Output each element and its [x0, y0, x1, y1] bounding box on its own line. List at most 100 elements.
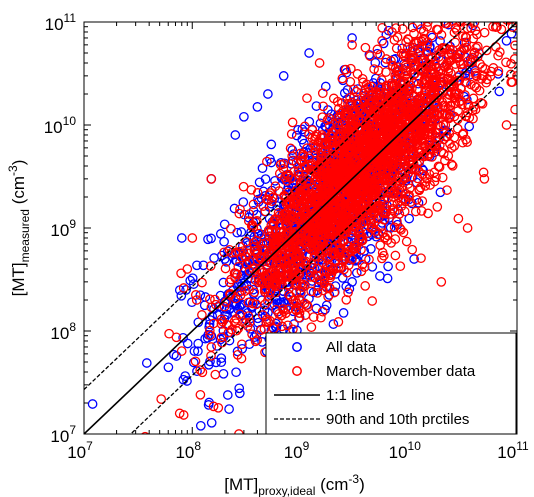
data-point	[316, 133, 327, 143]
data-point	[247, 329, 257, 340]
data-point	[208, 401, 219, 412]
data-point	[323, 226, 334, 237]
data-point	[300, 280, 310, 291]
data-point	[527, 8, 534, 16]
data-point	[217, 316, 228, 327]
data-point	[278, 209, 289, 220]
data-point	[379, 159, 390, 170]
data-point	[383, 107, 394, 117]
data-point	[443, 63, 454, 74]
data-point	[299, 121, 310, 132]
data-point	[181, 285, 191, 295]
data-point	[435, 36, 445, 46]
data-point	[382, 230, 393, 241]
data-point	[234, 246, 245, 257]
data-point	[466, 23, 476, 33]
data-point	[252, 216, 262, 226]
data-point	[231, 318, 241, 329]
data-point	[300, 162, 311, 173]
data-point	[192, 260, 202, 271]
data-point	[257, 265, 267, 276]
data-point	[226, 223, 236, 234]
data-point	[510, 40, 517, 51]
data-point	[387, 27, 397, 37]
data-point	[235, 309, 245, 320]
data-point	[400, 65, 411, 76]
data-point	[342, 249, 353, 259]
data-point	[248, 199, 259, 210]
data-point	[404, 213, 415, 224]
data-point	[222, 390, 233, 400]
data-point	[430, 128, 441, 138]
data-point	[289, 198, 300, 209]
axes-layer: 107 108 109 1010 1011 107 108 109 1010 1011 [MT]pr…	[6, 11, 529, 497]
data-point	[362, 123, 372, 134]
data-point	[190, 356, 201, 367]
data-point	[317, 88, 328, 99]
data-point	[401, 236, 412, 247]
data-point	[367, 112, 378, 123]
data-point	[219, 236, 229, 247]
data-point	[252, 249, 262, 259]
data-point	[187, 273, 198, 284]
data-point	[237, 339, 247, 350]
data-point	[448, 0, 456, 8]
data-point	[332, 178, 343, 189]
data-point	[501, 35, 512, 46]
data-point	[345, 76, 356, 87]
data-point	[182, 338, 193, 349]
data-point	[348, 114, 359, 124]
data-point	[363, 119, 373, 130]
data-point	[461, 111, 472, 121]
data-point	[454, 70, 465, 81]
data-point	[386, 56, 396, 66]
data-point	[401, 37, 411, 47]
data-point	[343, 209, 354, 219]
data-point	[284, 242, 295, 253]
data-point	[414, 99, 425, 110]
data-point	[289, 319, 299, 329]
data-point	[377, 36, 387, 46]
data-point	[381, 67, 391, 77]
data-point	[391, 43, 402, 54]
data-point	[418, 26, 429, 37]
data-point	[351, 215, 362, 226]
data-point	[379, 233, 390, 243]
data-point	[176, 346, 187, 356]
data-point	[266, 139, 277, 150]
data-point	[330, 255, 341, 266]
data-point	[257, 276, 268, 287]
data-point	[427, 67, 438, 77]
data-point	[446, 159, 457, 170]
data-point	[454, 0, 462, 8]
data-point	[306, 286, 317, 297]
data-point	[362, 187, 373, 198]
data-point	[234, 383, 245, 394]
data-point	[450, 23, 461, 33]
data-point	[304, 48, 314, 58]
data-point	[512, 9, 520, 17]
data-point	[190, 290, 201, 300]
data-point	[235, 290, 246, 301]
data-point	[478, 167, 489, 178]
data-point	[163, 362, 174, 373]
data-point	[306, 234, 317, 245]
legend-label: 1:1 line	[326, 387, 374, 404]
points-layer	[87, 0, 534, 434]
data-point	[291, 158, 302, 168]
data-point	[403, 167, 414, 178]
data-point	[330, 281, 341, 291]
data-point	[395, 261, 406, 272]
data-point	[213, 402, 224, 413]
data-point	[316, 158, 327, 169]
data-point	[450, 37, 461, 48]
data-point	[369, 133, 379, 144]
data-point	[353, 99, 364, 110]
data-point	[249, 332, 260, 343]
data-point	[293, 304, 304, 314]
data-point	[328, 166, 339, 177]
data-point	[236, 227, 247, 237]
data-point	[399, 206, 410, 217]
data-point	[461, 77, 472, 88]
